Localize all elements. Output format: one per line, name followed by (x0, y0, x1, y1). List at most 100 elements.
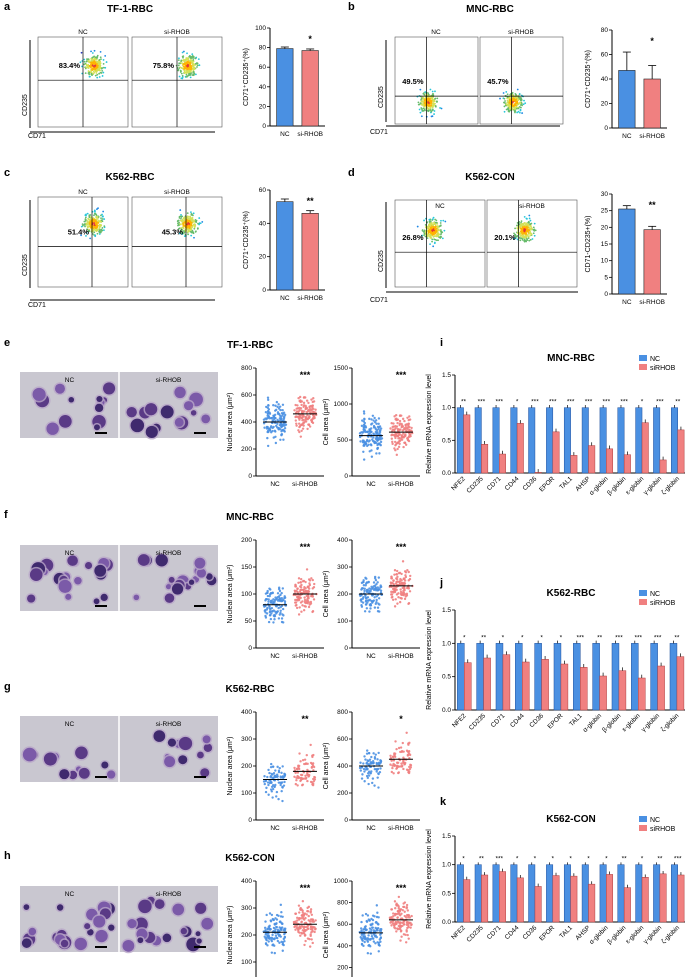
bar-k-nc-6 (563, 864, 571, 923)
legend-nc: NC (650, 817, 660, 824)
y-tick-k: 0.0 (442, 919, 451, 926)
y-tick-d: 20 (601, 224, 609, 231)
y-tick-g1: 400 (241, 709, 252, 716)
significance-i-4: *** (531, 399, 539, 406)
micrograph-label-si: si-RHOB (156, 721, 182, 728)
y-tick-g2: 400 (337, 763, 348, 770)
x-tick-b: NC (622, 133, 632, 140)
significance-i-0: ** (461, 399, 467, 406)
panel-label-j: j (439, 577, 443, 589)
y-tick-h2: 800 (337, 900, 348, 907)
significance-b: * (650, 36, 654, 46)
micrograph-label-nc: NC (65, 721, 75, 728)
x-tick-k: TAL1 (558, 924, 574, 940)
bar-k-nc-3 (510, 864, 518, 923)
y-tick-e1: 400 (241, 419, 252, 426)
bar-j-nc-11 (669, 643, 678, 711)
y-axis-label-a: CD71⁺CD235⁺(%) (243, 48, 250, 106)
y-tick-a: 40 (259, 84, 267, 91)
significance-k-8: * (605, 856, 608, 863)
panel-label-a: a (4, 1, 11, 13)
y-tick-h2: 600 (337, 921, 348, 928)
significance-i-11: *** (656, 399, 664, 406)
panel-label-i: i (440, 337, 443, 349)
significance-i-9: *** (620, 399, 628, 406)
significance-k-12: *** (674, 856, 682, 863)
significance-k-5: * (552, 856, 555, 863)
bar-d-NC (618, 208, 636, 295)
x-tick-k: CD235 (465, 924, 485, 944)
bar-k-nc-5 (546, 864, 554, 923)
bar-k-si-0 (463, 879, 471, 923)
significance-c: ** (307, 196, 315, 206)
significance-i-7: *** (585, 399, 593, 406)
y-tick-e2: 500 (337, 437, 348, 444)
significance-j-0: * (463, 634, 466, 641)
y-tick-k: 1.0 (442, 862, 451, 869)
bar-k-si-4 (534, 886, 542, 923)
y-axis-label-b: CD71⁺CD235⁺(%) (585, 50, 592, 108)
y-axis-label-e1: Nuclear area (μm²) (227, 393, 234, 452)
bar-k-nc-12 (671, 864, 678, 923)
chart-title-i: MNC-RBC (547, 353, 595, 364)
flow-label-nc: NC (431, 29, 441, 36)
bar-k-nc-8 (599, 864, 607, 923)
dot-plot-g2 (349, 711, 420, 821)
flow-plot-a-si (131, 36, 223, 128)
y-axis-label-i: Relative mRNA expression level (426, 374, 433, 474)
y-tick-g1: 0 (248, 817, 252, 824)
micrograph-f (20, 545, 218, 611)
y-tick-f1: 0 (248, 645, 252, 652)
x-tick-a: NC (280, 131, 290, 138)
panel-title-f: MNC-RBC (226, 512, 274, 523)
panel-label-k: k (440, 796, 447, 808)
y-tick-e1: 200 (241, 446, 252, 453)
significance-k-6: * (569, 856, 572, 863)
panel-title-e: TF-1-RBC (227, 340, 273, 351)
chart-title-k: K562-CON (546, 814, 595, 825)
panel-title-h: K562-CON (225, 853, 274, 864)
x-tick-e2: si-RHOB (388, 481, 414, 488)
significance-g2: * (399, 714, 403, 724)
y-tick-f1: 150 (241, 564, 252, 571)
bar-j-nc-10 (650, 643, 658, 711)
y-tick-d: 25 (601, 208, 609, 215)
bar-i-si-10 (641, 422, 649, 474)
x-tick-k: CD71 (486, 924, 503, 941)
gate-percentage: 20.1% (494, 233, 516, 242)
x-tick-j: TAL1 (568, 712, 584, 728)
y-tick-g2: 600 (337, 736, 348, 743)
x-tick-g2: si-RHOB (388, 825, 414, 832)
y-tick-f1: 100 (241, 591, 252, 598)
y-tick-a: 20 (259, 103, 267, 110)
significance-h1: *** (300, 883, 311, 893)
y-tick-d: 30 (601, 191, 609, 198)
bar-j-si-2 (502, 654, 511, 711)
x-tick-j: α-globin (582, 712, 604, 734)
bar-i-nc-2 (492, 407, 500, 474)
x-tick-g1: si-RHOB (292, 825, 318, 832)
x-tick-f2: NC (366, 653, 376, 660)
gate-percentage: 83.4% (59, 61, 81, 70)
bar-i-nc-11 (653, 407, 661, 474)
significance-i-1: *** (478, 399, 486, 406)
x-tick-k: γ-globin (642, 924, 663, 945)
flow-plot-d-nc (394, 199, 486, 288)
bar-k-nc-4 (528, 864, 536, 923)
x-tick-i: EPOR (538, 475, 556, 493)
panel-title-g: K562-RBC (226, 684, 275, 695)
bar-i-nc-5 (546, 407, 554, 474)
bar-j-si-6 (580, 667, 588, 711)
panel-title-d: K562-CON (465, 172, 514, 183)
y-tick-f2: 100 (337, 618, 348, 625)
x-tick-k: CD36 (522, 924, 539, 941)
y-tick-h2: 1000 (334, 878, 349, 885)
y-tick-e2: 1000 (334, 401, 349, 408)
x-tick-k: ζ-globin (660, 924, 681, 945)
significance-k-9: ** (622, 856, 628, 863)
y-tick-i: 0.0 (442, 470, 451, 477)
bar-k-si-11 (659, 873, 667, 923)
significance-j-9: *** (634, 634, 642, 641)
y-tick-c: 0 (262, 287, 266, 294)
flow-plot-c-nc (37, 196, 129, 288)
